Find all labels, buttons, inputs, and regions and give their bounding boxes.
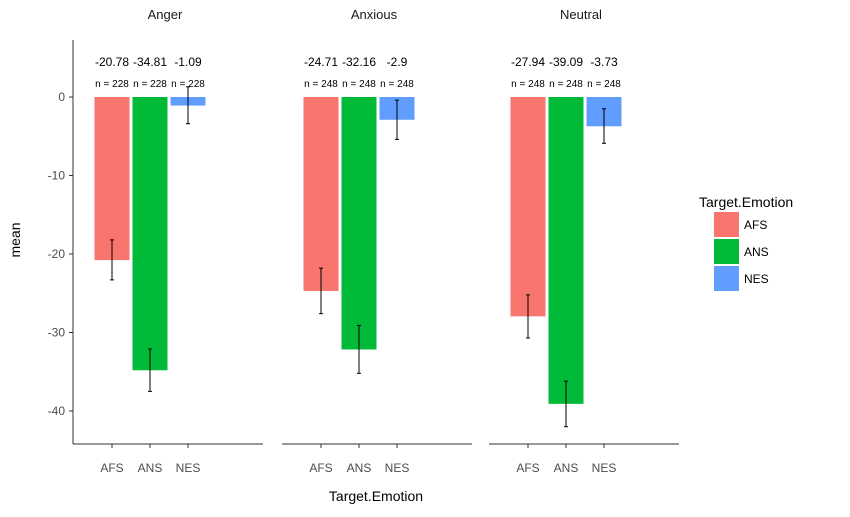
y-tick-label: -20 — [48, 247, 66, 261]
data-label: -24.71 — [304, 55, 338, 69]
n-label: n = 248 — [549, 79, 583, 90]
n-label: n = 248 — [587, 79, 621, 90]
legend-key-ans — [714, 239, 739, 264]
x-tick-label: NES — [385, 461, 410, 475]
data-label: -39.09 — [549, 55, 583, 69]
y-tick-label: -40 — [48, 404, 66, 418]
bar-ans — [132, 97, 168, 371]
data-label: -20.78 — [95, 55, 129, 69]
x-tick-label: ANS — [347, 461, 372, 475]
n-label: n = 248 — [304, 79, 338, 90]
n-label: n = 228 — [95, 79, 129, 90]
legend: Target.Emotion AFS ANS NES — [699, 194, 793, 291]
x-tick-label: NES — [176, 461, 201, 475]
data-label: -1.09 — [174, 55, 202, 69]
data-label: -34.81 — [133, 55, 167, 69]
facet-panels: 0 -10 -20 -30 -40 Anger -20.78 n = 228 AFS -34.81… — [48, 7, 679, 475]
legend-title: Target.Emotion — [699, 194, 793, 210]
facet-panel-neutral: Neutral -27.94 n = 248 AFS -39.09 n = 248 ANS -… — [489, 7, 679, 475]
x-tick-label: AFS — [309, 461, 332, 475]
x-tick-label: ANS — [554, 461, 579, 475]
n-label: n = 248 — [342, 79, 376, 90]
bar-ans — [548, 97, 584, 404]
x-axis-title: Target.Emotion — [329, 488, 423, 504]
facet-panel-anxious: Anxious -24.71 n = 248 AFS -32.16 n = 248 ANS -… — [282, 7, 472, 475]
legend-label: AFS — [744, 218, 767, 232]
y-axis-title: mean — [7, 222, 23, 257]
facet-panel-anger: Anger -20.78 n = 228 AFS -34.81 n = 228 ANS -1.… — [73, 7, 263, 475]
legend-key-afs — [714, 212, 739, 237]
legend-label: NES — [744, 272, 769, 286]
n-label: n = 228 — [133, 79, 167, 90]
bar-afs — [510, 97, 546, 317]
bar-afs — [94, 97, 130, 261]
facet-title: Neutral — [560, 7, 602, 22]
data-label: -2.9 — [387, 55, 408, 69]
data-label: -32.16 — [342, 55, 376, 69]
facet-title: Anxious — [351, 7, 398, 22]
data-label: -3.73 — [590, 55, 618, 69]
y-tick-label: -30 — [48, 326, 66, 340]
y-tick-label: 0 — [58, 90, 65, 104]
x-tick-label: AFS — [100, 461, 123, 475]
n-label: n = 248 — [511, 79, 545, 90]
legend-key-nes — [714, 266, 739, 291]
bar-afs — [303, 97, 339, 291]
legend-label: ANS — [744, 245, 769, 259]
n-label: n = 248 — [380, 79, 414, 90]
y-tick-label: -10 — [48, 169, 66, 183]
x-tick-label: ANS — [138, 461, 163, 475]
data-label: -27.94 — [511, 55, 545, 69]
x-tick-label: AFS — [516, 461, 539, 475]
x-tick-label: NES — [592, 461, 617, 475]
facet-title: Anger — [148, 7, 183, 22]
n-label: n = 228 — [171, 79, 205, 90]
bar-ans — [341, 97, 377, 350]
